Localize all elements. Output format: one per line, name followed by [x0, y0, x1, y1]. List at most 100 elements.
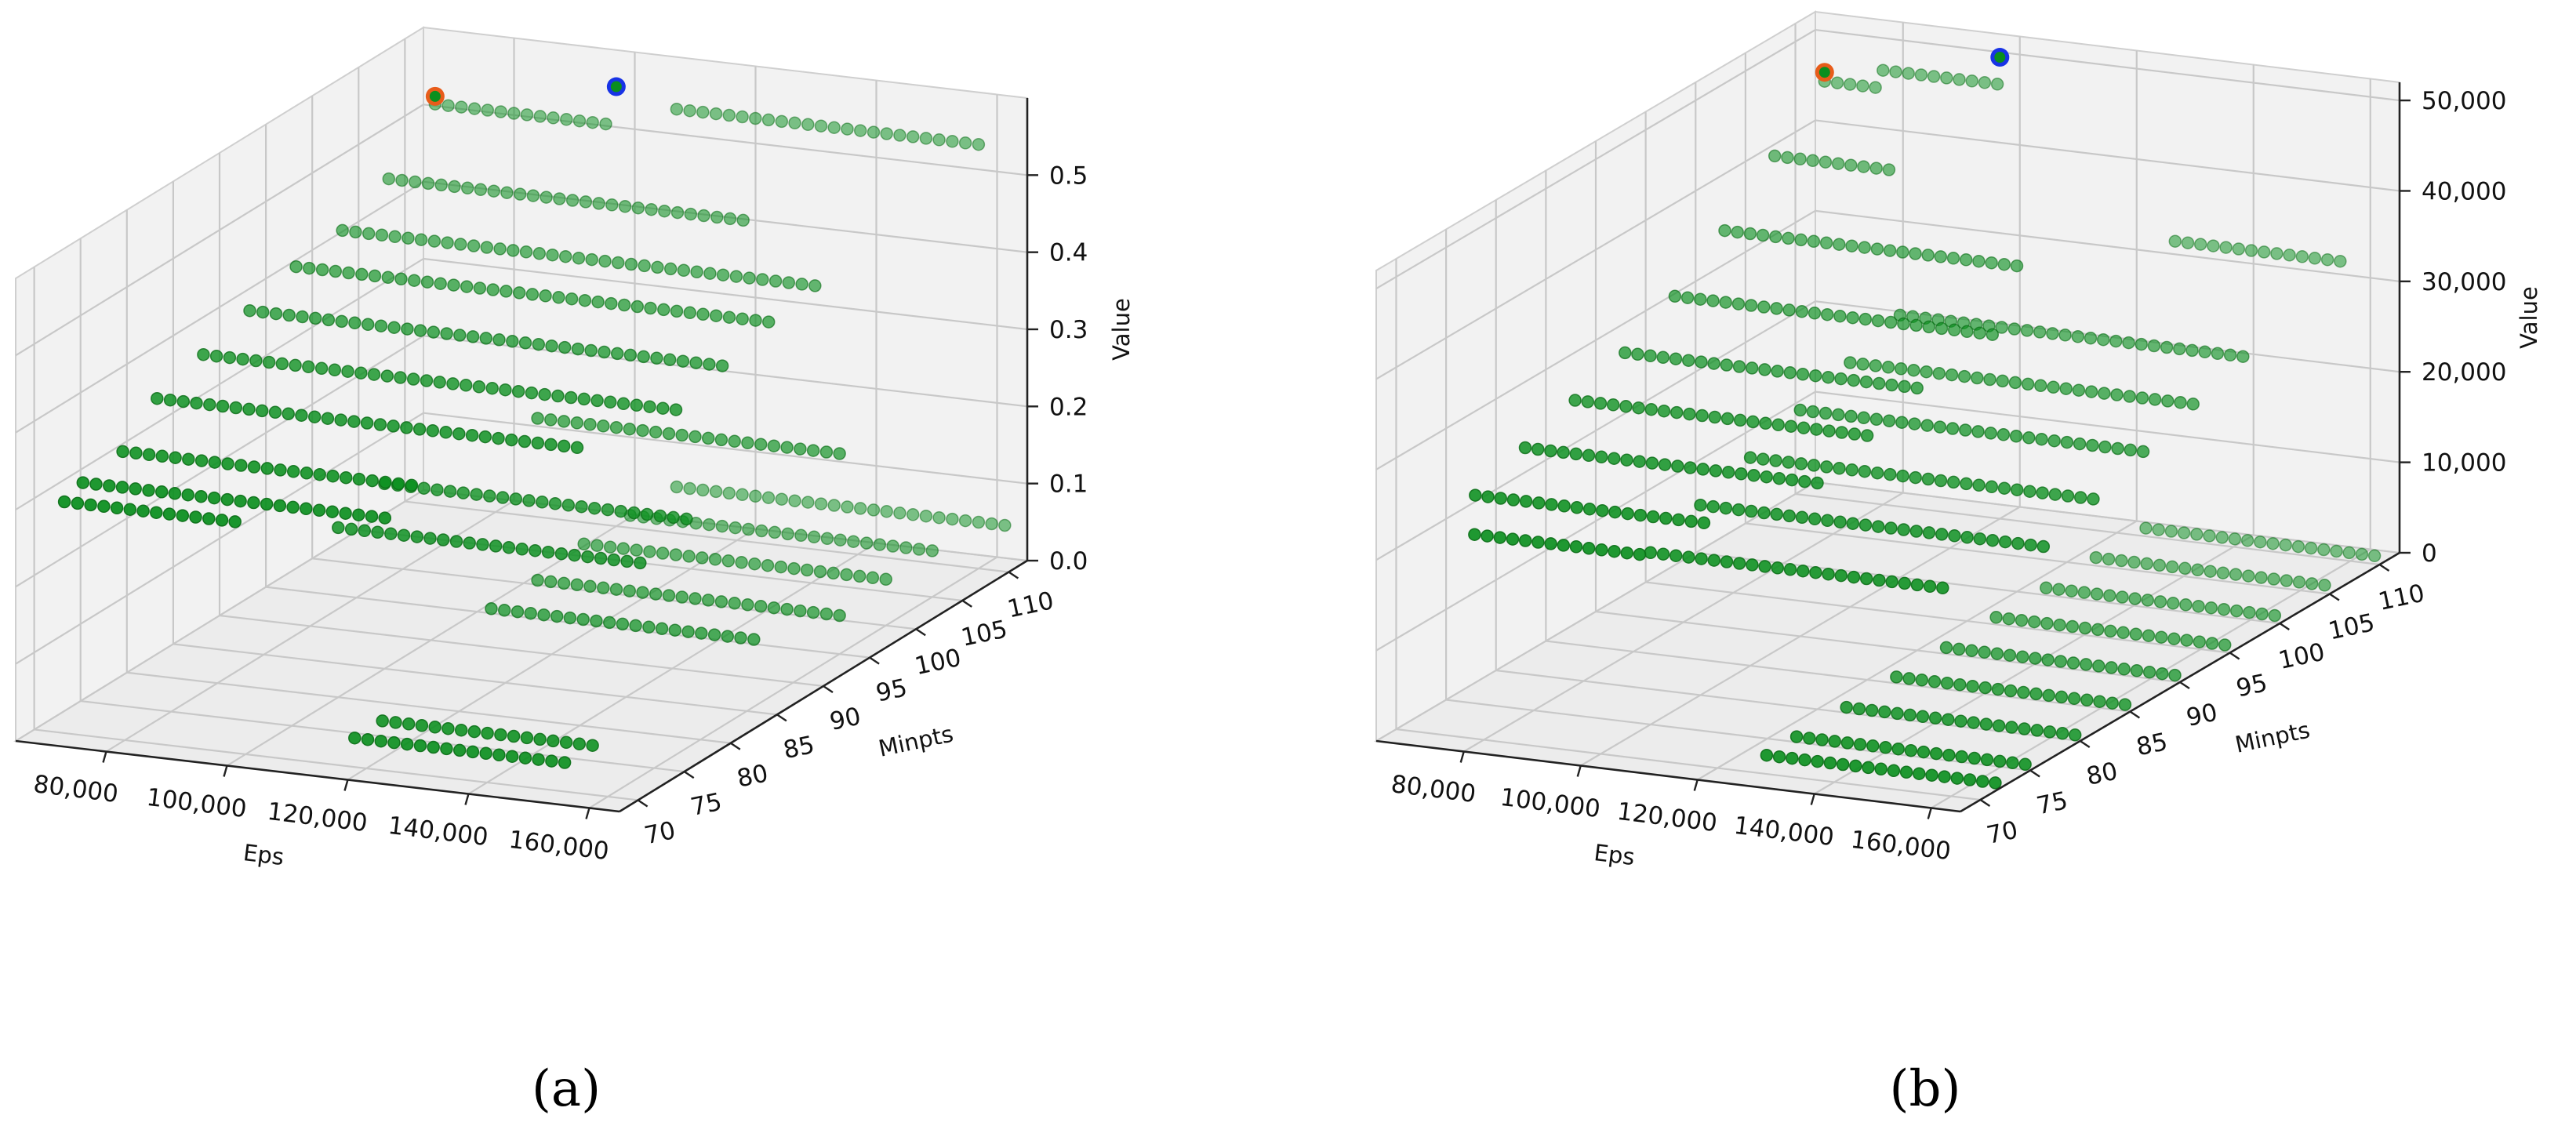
data-point [1621, 507, 1634, 521]
data-point [394, 371, 407, 384]
data-point [932, 133, 946, 147]
data-point [387, 321, 401, 334]
data-point [2067, 692, 2081, 706]
data-point [663, 262, 678, 276]
data-point [662, 589, 676, 602]
data-point [587, 501, 601, 515]
data-point [958, 136, 972, 150]
data-point [391, 477, 405, 491]
data-point [1889, 65, 1902, 78]
data-point [819, 445, 834, 459]
data-point [2090, 587, 2104, 601]
data-point [2087, 492, 2100, 506]
data-point [1885, 575, 1898, 589]
data-point [2318, 579, 2331, 592]
data-point [440, 327, 453, 340]
data-point [1881, 361, 1895, 374]
data-point [604, 395, 617, 409]
minpts-tick [2329, 593, 2340, 601]
grid-line-z-back [1815, 209, 2400, 282]
data-point [427, 325, 441, 339]
data-point [314, 361, 329, 376]
data-point [642, 620, 656, 634]
data-point [525, 288, 540, 301]
data-point [1808, 512, 1822, 526]
data-point [847, 535, 860, 548]
data-point [412, 423, 427, 436]
data-point [2123, 390, 2136, 403]
minpts-axis-label: Minpts [876, 721, 955, 762]
data-point [1531, 536, 1545, 549]
grid-line-z-back [1815, 119, 2400, 192]
data-point [794, 604, 807, 618]
data-point [2207, 239, 2220, 252]
data-point [565, 194, 580, 207]
data-point [1770, 302, 1783, 315]
data-point [2089, 550, 2103, 565]
data-point [550, 609, 564, 623]
data-point [2192, 599, 2205, 613]
data-point [794, 528, 808, 543]
eps-axis-label: Eps [242, 839, 285, 870]
data-point [1782, 456, 1795, 469]
minpts-tick [684, 771, 695, 779]
grid-line-z-back [423, 412, 1028, 485]
data-point [1795, 305, 1809, 318]
data-point [736, 110, 749, 124]
data-point [723, 212, 737, 226]
data-point [1869, 81, 1882, 94]
data-point [2124, 443, 2138, 457]
data-point [1694, 498, 1707, 512]
data-point [532, 753, 545, 766]
data-point [1979, 717, 1993, 731]
data-point [644, 301, 657, 315]
data-point [1954, 714, 1967, 728]
data-point [544, 413, 558, 427]
data-point [481, 726, 494, 740]
data-point [1897, 317, 1910, 331]
data-point [827, 499, 841, 512]
data-point [243, 303, 256, 318]
data-point [1960, 531, 1974, 544]
data-point [667, 510, 680, 525]
data-point [1869, 412, 1884, 427]
data-point [401, 717, 416, 731]
data-point [1796, 368, 1810, 381]
data-point [176, 509, 190, 522]
data-point [681, 625, 695, 638]
data-point [565, 292, 579, 306]
data-point [2270, 247, 2284, 260]
minpts-tick [730, 742, 741, 750]
value-axis-label: Value [2516, 286, 2542, 349]
value-tick-label: 0.5 [1049, 162, 1088, 190]
grid-line-y-floor [34, 728, 638, 801]
data-point [568, 548, 581, 562]
data-point [623, 348, 638, 362]
data-point [1633, 455, 1646, 468]
data-point [754, 438, 768, 451]
data-point [1920, 365, 1933, 379]
data-point [1870, 242, 1884, 256]
data-point [1807, 234, 1821, 249]
data-point [57, 495, 71, 509]
data-point [1845, 239, 1858, 252]
data-point [2229, 568, 2243, 581]
data-point [116, 445, 129, 459]
data-point [564, 390, 578, 405]
data-point [1646, 510, 1660, 524]
data-point [1946, 252, 1960, 265]
data-point [767, 439, 781, 452]
data-point [1942, 713, 1955, 726]
data-point [1990, 78, 2004, 91]
data-point [675, 428, 689, 442]
data-point [2185, 343, 2199, 358]
data-point [374, 319, 388, 332]
data-point [1669, 405, 1684, 419]
data-point [676, 354, 690, 368]
highlight-blue-center [610, 81, 622, 93]
eps-tick [585, 808, 590, 819]
data-point [1803, 732, 1816, 745]
minpts-tick [776, 714, 787, 722]
data-point [2084, 331, 2098, 345]
data-point [780, 441, 794, 454]
